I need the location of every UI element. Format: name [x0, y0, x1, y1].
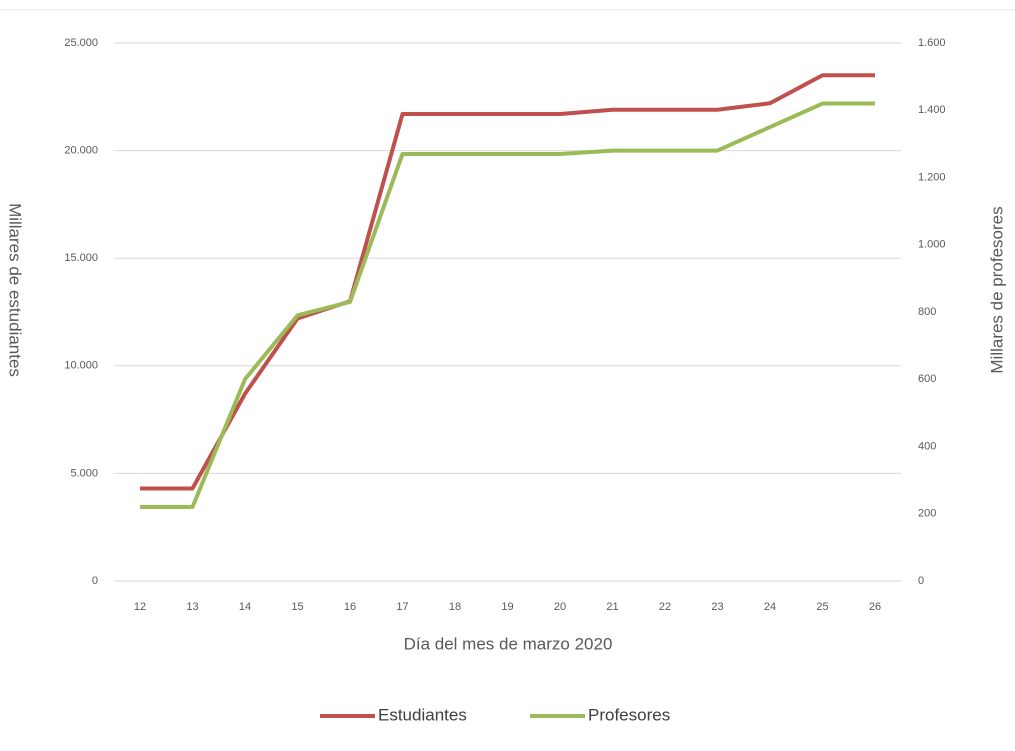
- y2-tick-label: 600: [918, 373, 936, 385]
- x-tick-label: 23: [711, 601, 723, 613]
- legend-label: Estudiantes: [378, 705, 467, 724]
- y2-tick-label: 0: [918, 575, 924, 587]
- y-tick-label: 0: [92, 575, 98, 587]
- x-tick-label: 14: [239, 601, 251, 613]
- line-series: [140, 73, 875, 491]
- x-tick-label: 19: [501, 601, 513, 613]
- x-tick-label: 22: [659, 601, 671, 613]
- y2-tick-label: 400: [918, 440, 936, 452]
- y2-tick-label: 1.600: [918, 37, 946, 49]
- x-axis-title: Día del mes de marzo 2020: [404, 634, 613, 653]
- y-axis-title: Millares de estudiantes: [6, 203, 25, 377]
- legend-label: Profesores: [588, 705, 670, 724]
- x-tick-label: 13: [186, 601, 198, 613]
- x-tick-label: 16: [344, 601, 356, 613]
- x-tick-label: 26: [869, 601, 881, 613]
- x-tick-label: 12: [134, 601, 146, 613]
- y-tick-label: 5.000: [70, 467, 98, 479]
- x-tick-label: 25: [816, 601, 828, 613]
- x-tick-label: 15: [291, 601, 303, 613]
- y2-tick-label: 1.400: [918, 104, 946, 116]
- x-tick-label: 17: [396, 601, 408, 613]
- x-tick-label: 18: [449, 601, 461, 613]
- y2-tick-label: 200: [918, 508, 936, 520]
- y-tick-label: 20.000: [64, 145, 98, 157]
- y-tick-label: 15.000: [64, 252, 98, 264]
- y2-tick-label: 1.200: [918, 171, 946, 183]
- y-tick-label: 10.000: [64, 360, 98, 372]
- x-tick-label: 24: [764, 601, 776, 613]
- x-tick-label: 20: [554, 601, 566, 613]
- y2-axis-title: Millares de profesores: [987, 206, 1006, 373]
- x-tick-label: 21: [606, 601, 618, 613]
- y2-tick-label: 1.000: [918, 239, 946, 251]
- y2-tick-label: 800: [918, 306, 936, 318]
- line-series: [140, 101, 875, 510]
- y-tick-label: 25.000: [64, 37, 98, 49]
